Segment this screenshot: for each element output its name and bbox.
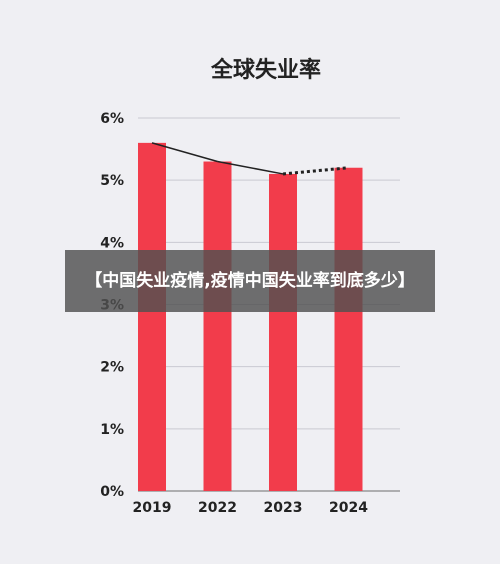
y-tick-label: 0% [100,484,124,500]
x-tick-label: 2022 [198,500,237,516]
chart-title: 全球失业率 [210,57,321,83]
bar [138,142,166,491]
trend-line [151,142,349,176]
bar [334,167,363,491]
x-axis: 2019 2022 2023 2024 [133,500,369,516]
y-tick-label: 2% [100,360,124,376]
bars [138,142,363,491]
caption-overlay: 【中国失业疫情,疫情中国失业率到底多少】 [65,250,435,312]
bar [203,161,232,491]
x-tick-label: 2019 [133,500,172,516]
bar [269,173,297,491]
y-tick-label: 4% [100,235,124,251]
trend-segment-dotted [282,166,349,176]
x-tick-label: 2024 [329,500,368,516]
trend-segment [217,160,284,175]
trend-segment [151,142,218,163]
x-tick-label: 2023 [264,500,303,516]
y-tick-label: 1% [100,422,124,438]
y-tick-label: 6% [100,111,124,127]
y-tick-label: 5% [100,173,124,189]
